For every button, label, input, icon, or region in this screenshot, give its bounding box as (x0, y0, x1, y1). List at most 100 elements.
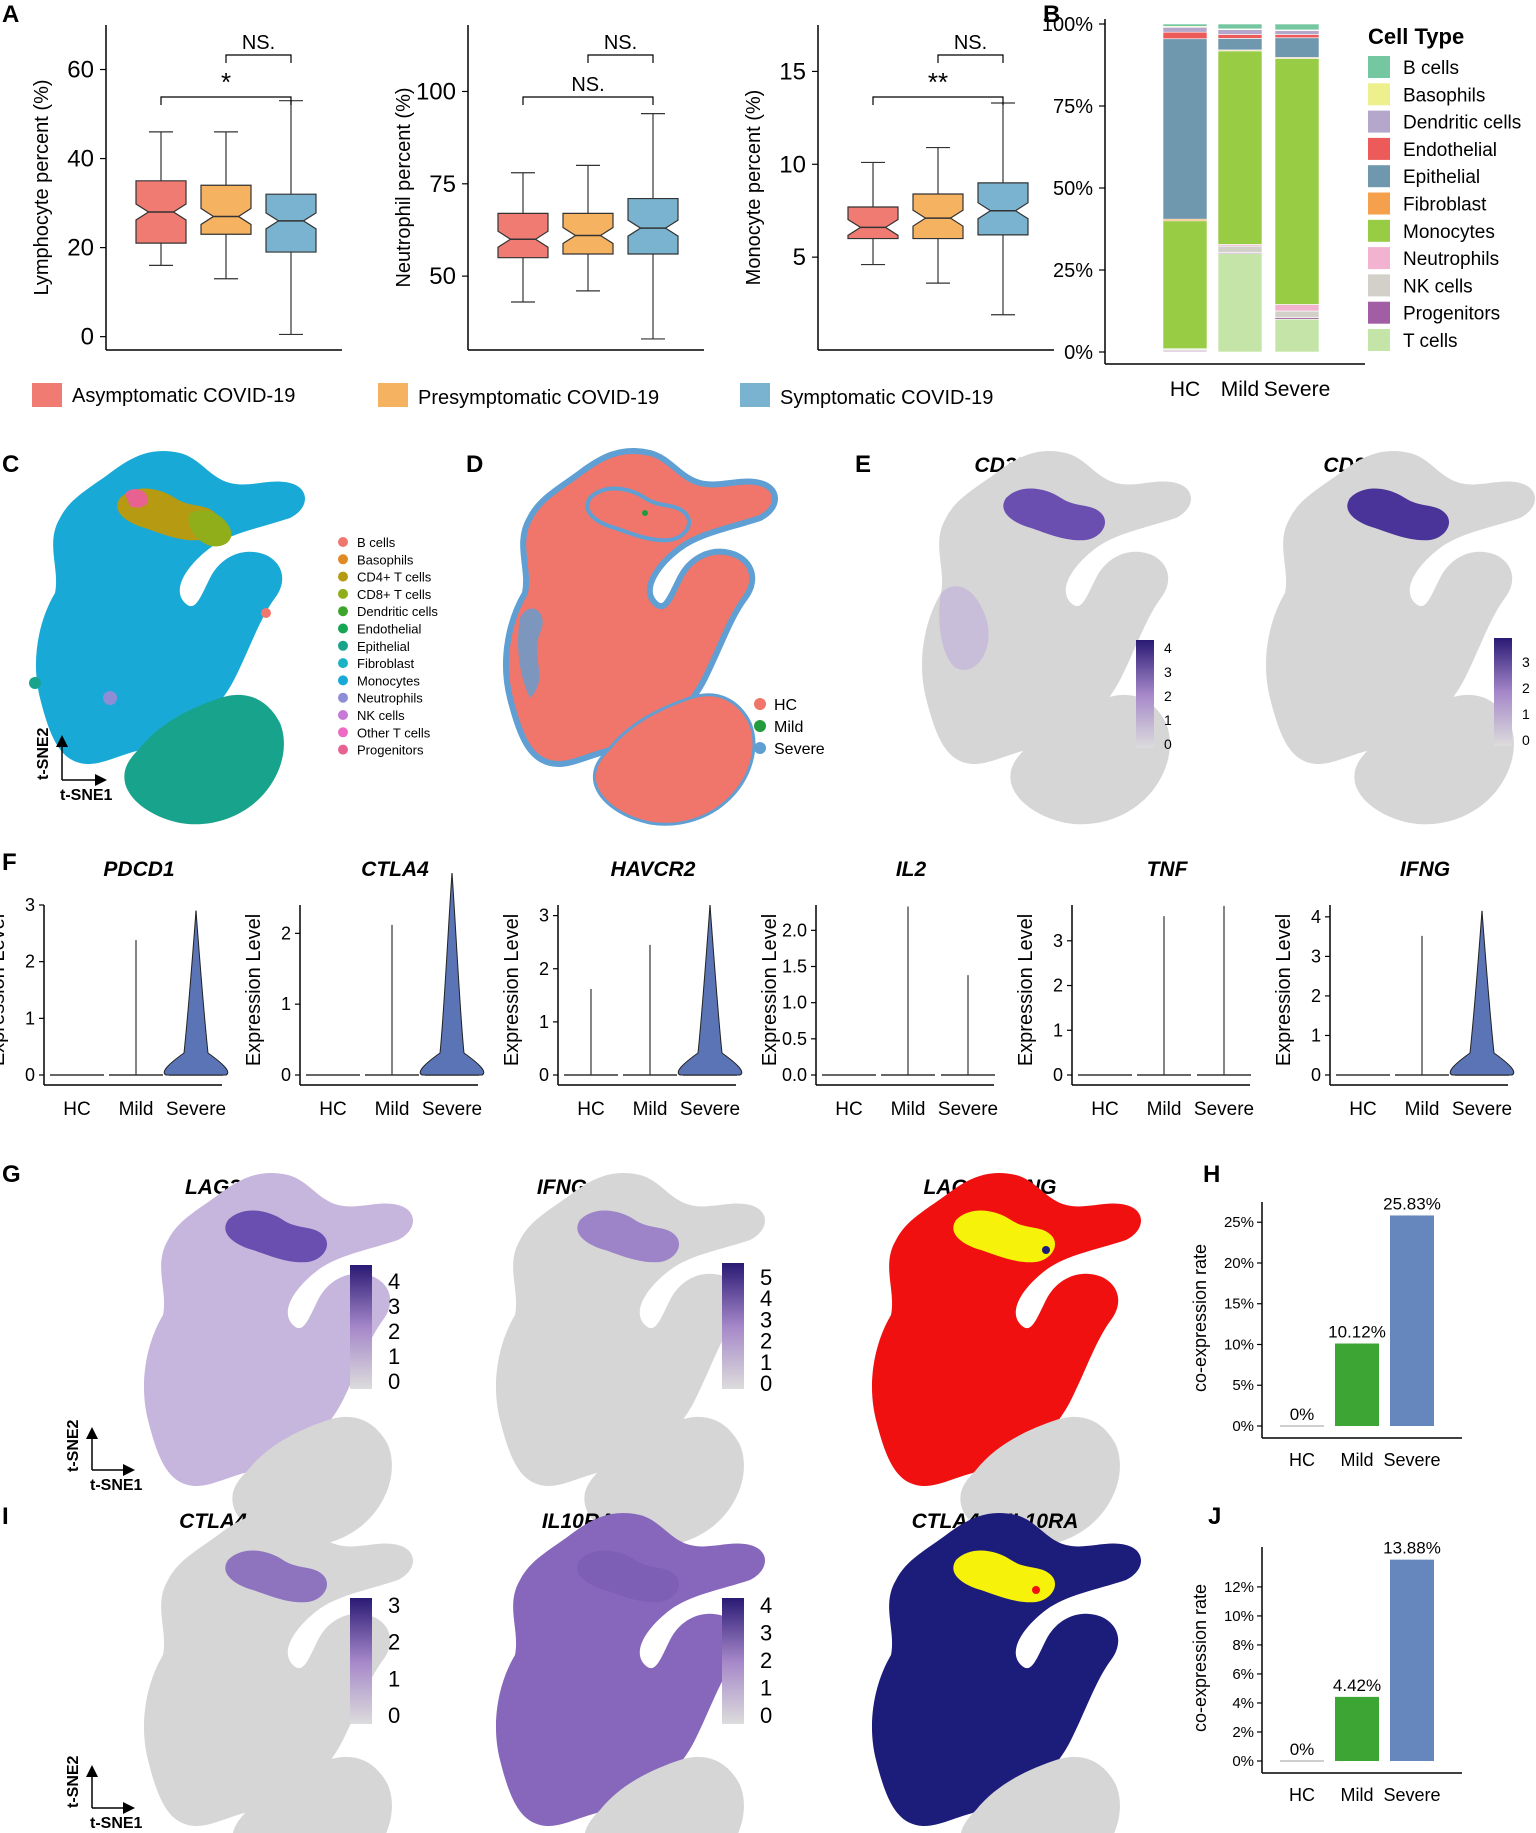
legend-label-severe: Severe (774, 741, 825, 758)
y-tick-label: 10% (1224, 1336, 1254, 1353)
legend-label-presymptomatic: Presymptomatic COVID-19 (418, 387, 659, 409)
bar-segment-b-cells (1274, 23, 1320, 31)
bar-segment-epithelial (1274, 37, 1320, 58)
tsne-axis-y-i: t-SNE2 (65, 1755, 82, 1808)
legend-swatch-epithelial (1368, 165, 1390, 188)
x-tick-label: Mild (119, 1099, 154, 1120)
legend-label: Neutrophils (1403, 249, 1499, 270)
tsne-plot-lag3 (143, 1172, 413, 1547)
violin-severe (1449, 910, 1515, 1076)
legend-label: Basophils (1403, 85, 1485, 106)
y-tick-label: 6% (1232, 1666, 1254, 1683)
legend-swatch-fibroblast (1368, 192, 1390, 215)
y-tick-label: 20% (1224, 1255, 1254, 1272)
colorbar-tick-label: 0 (1164, 736, 1172, 752)
legend-swatch-endothelial (1368, 137, 1390, 160)
legend-dot-b-cells (338, 537, 348, 547)
y-tick-label: 0 (1311, 1065, 1321, 1085)
box-presymptomatic (912, 193, 964, 240)
colorbar-tick-label: 1 (388, 1344, 400, 1369)
legend-label: Other T cells (357, 725, 431, 740)
y-tick-label: 15% (1224, 1296, 1254, 1313)
bar-data-label: 13.88% (1383, 1539, 1441, 1558)
colorbar-tick-label: 2 (388, 1630, 400, 1655)
box-presymptomatic (200, 184, 252, 235)
x-tick-label: Mild (633, 1099, 668, 1120)
x-tick-label: Mild (1340, 1450, 1373, 1470)
y-axis-label: Lymphocyte percent (%) (31, 79, 53, 295)
legend-dot-nk-cells (338, 710, 348, 720)
y-tick-label: 25% (1053, 260, 1093, 282)
legend-swatch-monocytes (1368, 219, 1390, 242)
legend-dot-monocytes (338, 675, 348, 686)
violin-gene-title: IL2 (896, 858, 927, 881)
legend-label: B cells (357, 535, 396, 550)
legend-dot-other-t-cells (338, 727, 348, 738)
x-tick-label: Severe (422, 1099, 482, 1120)
box-symptomatic (265, 193, 317, 253)
cluster-fibroblast (29, 677, 41, 689)
y-tick-label: 1 (281, 994, 291, 1014)
bar-segment-endothelial (1274, 34, 1320, 39)
y-axis-label: co-expression rate (1190, 1584, 1210, 1732)
colorbar-ticks-cd3d: 4 3 2 1 0 (1164, 640, 1172, 752)
x-tick-label: Severe (680, 1099, 740, 1120)
colorbar-tick-label: 0 (388, 1369, 400, 1394)
legend-swatch-neutrophils (1368, 247, 1390, 270)
x-tick-label: HC (577, 1099, 604, 1120)
sig-label-top: NS. (604, 32, 637, 54)
y-tick-label: 1.5 (782, 956, 807, 976)
colorbar-ticks-ctla4: 3 2 1 0 (388, 1593, 400, 1728)
tsne-plot-ctla4-il10ra-coexpression (871, 1512, 1141, 1833)
panel-label-i: I (2, 1503, 9, 1530)
y-axis-label: Expression Level (759, 914, 781, 1066)
violin-gene-title: PDCD1 (103, 858, 174, 881)
bar-segment-dendritic-cells (1217, 29, 1263, 35)
y-tick-label: 4 (1311, 907, 1321, 927)
panel-f-violins: PDCD1 0 1 2 3 Expression Level HC Mild Severe CTL… (0, 858, 1515, 1120)
tsne-axis-x-c: t-SNE1 (60, 787, 113, 804)
bar-data-label: 10.12% (1328, 1323, 1386, 1342)
colorbar-tick-label: 1 (388, 1666, 400, 1691)
tsne-plot-cd8a (1265, 450, 1535, 825)
legend-label: Dendritic cells (1403, 113, 1521, 134)
panel-label-b: B (1043, 1, 1060, 28)
violin-gene-title: IFNG (1400, 858, 1450, 881)
bar-severe (1390, 1215, 1434, 1426)
bar-segment-epithelial (1217, 38, 1263, 51)
y-tick-label: 1 (1311, 1025, 1321, 1045)
colorbar-ticks-cd8a: 3 2 1 0 (1522, 654, 1530, 748)
panel-label-h: H (1203, 1161, 1220, 1188)
y-axis-label: Expression Level (1273, 914, 1295, 1066)
y-tick-label: 12% (1224, 1579, 1254, 1596)
sig-bracket-top (225, 54, 292, 63)
y-tick-label: 100 (416, 78, 456, 105)
colorbar-tick-label: 2 (760, 1329, 772, 1354)
legend-label: NK cells (1403, 276, 1473, 297)
colorbar-tick-label: 0 (760, 1371, 772, 1396)
y-tick-label: 75% (1053, 96, 1093, 118)
colorbar-lag3 (350, 1265, 372, 1389)
bar-segment-epithelial (1162, 38, 1208, 220)
tsne-axis-x-i: t-SNE1 (90, 1815, 143, 1832)
y-tick-label: 0% (1232, 1753, 1254, 1770)
y-tick-label: 0% (1232, 1418, 1254, 1435)
legend-label: Neutrophils (357, 691, 423, 706)
x-tick-label: Severe (1194, 1099, 1254, 1120)
y-axis-label: Expression Level (1015, 914, 1037, 1066)
colorbar-tick-label: 2 (760, 1648, 772, 1673)
panel-c-legend: B cells Basophils CD4+ T cells CD8+ T cells… (338, 535, 438, 758)
colorbar-tick-label: 2 (1164, 688, 1172, 704)
legend-label: Monocytes (357, 673, 420, 688)
y-tick-label: 25% (1224, 1214, 1254, 1231)
x-tick-label: HC (1289, 1450, 1315, 1470)
legend-dot-hc (754, 698, 766, 710)
legend-label: Epithelial (1403, 167, 1480, 188)
panel-b-legend: Cell Type B cells Basophils Dendritic cell… (1368, 24, 1521, 352)
x-tick-label: Mild (891, 1099, 926, 1120)
tsne-plot-severity: HC Mild Severe (506, 451, 825, 826)
colorbar-ctla4 (350, 1598, 372, 1724)
violin-severe (163, 910, 229, 1076)
legend-swatch-nk-cells (1368, 274, 1390, 297)
tsne-axes-c: t-SNE2 t-SNE1 (35, 727, 113, 804)
